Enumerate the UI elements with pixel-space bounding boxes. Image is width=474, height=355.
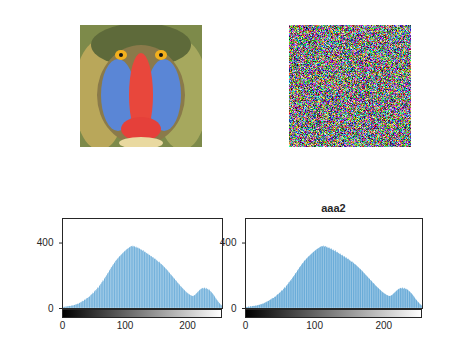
svg-text:0: 0 [60,320,66,331]
svg-text:0: 0 [48,303,54,314]
svg-text:400: 400 [220,237,237,248]
svg-text:400: 400 [37,237,54,248]
svg-text:100: 100 [117,320,134,331]
svg-text:0: 0 [231,303,237,314]
svg-text:200: 200 [179,320,196,331]
svg-text:0: 0 [243,320,249,331]
svg-text:200: 200 [375,320,392,331]
svg-text:100: 100 [306,320,323,331]
html-text:aaa2: aaa2 [321,202,346,214]
